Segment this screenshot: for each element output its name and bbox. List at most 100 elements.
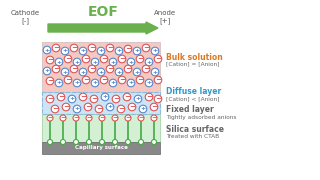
Circle shape [91, 79, 99, 87]
Bar [42, 92, 160, 114]
Circle shape [151, 140, 156, 145]
Text: −: − [146, 93, 152, 102]
Circle shape [91, 58, 99, 66]
Circle shape [55, 58, 63, 66]
Text: −: − [83, 55, 89, 64]
Circle shape [70, 65, 78, 73]
Text: +: + [128, 80, 134, 86]
Circle shape [139, 140, 143, 145]
Text: +: + [116, 48, 122, 53]
Circle shape [115, 47, 123, 55]
Text: −: − [71, 64, 77, 73]
Text: Fixed layer: Fixed layer [166, 105, 214, 114]
Text: −: − [63, 102, 69, 111]
Circle shape [95, 105, 103, 113]
Text: −: − [151, 115, 157, 121]
Text: −: − [137, 75, 143, 84]
Circle shape [145, 93, 153, 101]
Text: +: + [146, 60, 152, 64]
Text: +: + [128, 60, 134, 64]
Circle shape [109, 58, 117, 66]
Circle shape [151, 68, 159, 76]
Circle shape [43, 67, 51, 75]
Text: +: + [69, 96, 75, 102]
Text: −: − [124, 93, 130, 102]
Text: Anode
[+]: Anode [+] [154, 10, 176, 24]
Circle shape [62, 103, 70, 111]
Circle shape [52, 65, 60, 73]
Text: +: + [56, 60, 62, 64]
Circle shape [145, 79, 153, 87]
Text: −: − [113, 94, 119, 103]
Text: −: − [80, 93, 86, 102]
Circle shape [112, 95, 120, 103]
Text: Silica surface: Silica surface [166, 125, 224, 134]
Circle shape [136, 76, 144, 84]
Text: −: − [118, 105, 124, 114]
Circle shape [125, 140, 131, 145]
Circle shape [134, 95, 142, 103]
Text: +: + [134, 48, 140, 53]
Text: EOF: EOF [88, 5, 118, 19]
Circle shape [46, 77, 54, 85]
Text: −: − [137, 55, 143, 64]
Text: −: − [96, 105, 102, 114]
Text: −: − [107, 44, 113, 53]
Bar [42, 114, 160, 142]
Circle shape [86, 115, 92, 121]
Circle shape [154, 55, 162, 63]
Circle shape [151, 47, 159, 55]
Circle shape [90, 95, 98, 103]
Text: +: + [74, 107, 80, 111]
Circle shape [117, 105, 125, 113]
Circle shape [115, 68, 123, 76]
Circle shape [124, 65, 132, 73]
Circle shape [123, 93, 131, 101]
Text: Cathode
[-]: Cathode [-] [11, 10, 40, 24]
Text: +: + [140, 107, 146, 111]
Circle shape [139, 105, 147, 113]
Text: +: + [74, 80, 80, 86]
Circle shape [100, 76, 108, 84]
Bar [42, 142, 160, 154]
Circle shape [46, 95, 54, 103]
Circle shape [88, 44, 96, 52]
Text: Capillary surface: Capillary surface [75, 145, 127, 150]
Text: −: − [65, 75, 71, 84]
Circle shape [73, 105, 81, 113]
Text: −: − [101, 55, 107, 64]
Circle shape [133, 68, 141, 76]
Circle shape [99, 115, 105, 121]
Circle shape [52, 44, 60, 52]
Circle shape [68, 95, 76, 103]
Circle shape [70, 44, 78, 52]
Text: −: − [47, 55, 53, 64]
Circle shape [118, 55, 126, 63]
Text: −: − [47, 76, 53, 86]
Circle shape [43, 46, 51, 54]
Text: +: + [116, 69, 122, 75]
Text: +: + [110, 60, 116, 64]
FancyArrow shape [48, 22, 158, 34]
Text: +: + [44, 48, 50, 53]
Circle shape [128, 103, 136, 111]
Circle shape [106, 65, 114, 73]
Text: +: + [135, 96, 140, 102]
Text: −: − [53, 64, 59, 73]
Circle shape [118, 76, 126, 84]
Text: −: − [85, 102, 91, 111]
Circle shape [113, 140, 117, 145]
Circle shape [64, 55, 72, 63]
Text: −: − [143, 44, 149, 53]
Text: −: − [107, 64, 113, 73]
Text: +: + [108, 105, 113, 109]
Text: +: + [152, 48, 158, 53]
Circle shape [97, 68, 105, 76]
Text: +: + [110, 80, 116, 86]
Circle shape [142, 44, 150, 52]
Circle shape [109, 79, 117, 87]
Text: −: − [125, 64, 131, 73]
Text: [Cation] < [Anion]: [Cation] < [Anion] [166, 96, 220, 102]
Text: +: + [44, 69, 50, 73]
Circle shape [112, 115, 118, 121]
